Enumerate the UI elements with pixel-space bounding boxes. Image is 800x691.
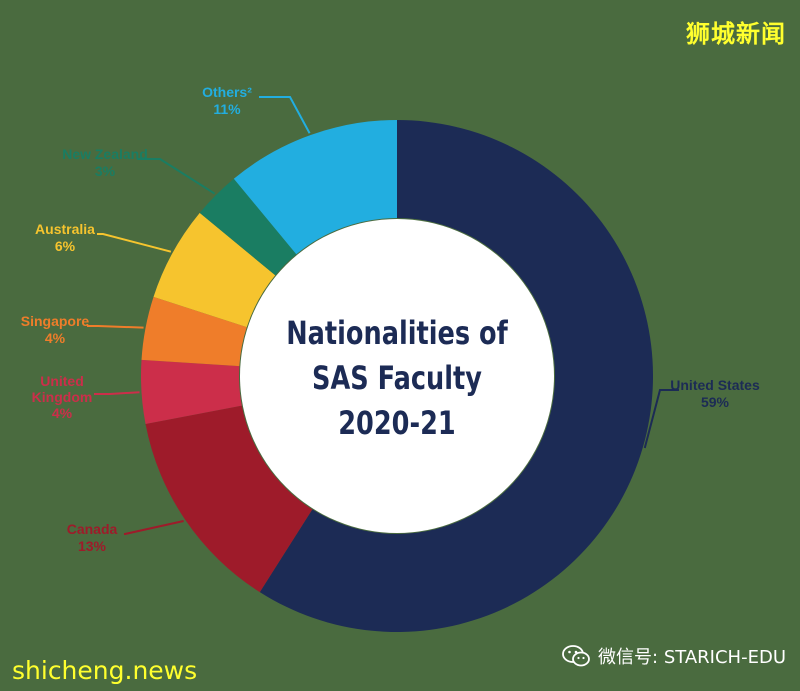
- slice-label-australia: Australia 6%: [35, 221, 95, 254]
- slice-others: [233, 120, 397, 255]
- chart-title: Nationalities of SAS Faculty 2020-21: [286, 314, 508, 442]
- slice-singapore: [141, 296, 247, 367]
- slice-label-others: Others² 11%: [202, 84, 252, 117]
- slice-united-states: [259, 120, 653, 632]
- slice-label-canada: Canada 13%: [67, 521, 118, 554]
- slice-canada: [145, 405, 313, 593]
- leader-line-canada: [124, 520, 184, 535]
- slice-value-united-kingdom: 4%: [52, 405, 73, 421]
- slice-value-canada: 13%: [78, 538, 107, 554]
- slice-value-united-states: 59%: [701, 394, 730, 410]
- slice-new-zealand: [199, 178, 297, 276]
- leader-line-australia: [97, 233, 172, 253]
- slice-united-kingdom: [140, 359, 242, 424]
- slice-value-new-zealand: 3%: [95, 163, 116, 179]
- leader-line-united-states: [643, 389, 679, 449]
- leader-line-singapore: [87, 325, 144, 329]
- brand-logo-text: 狮城新闻: [686, 20, 786, 48]
- leader-line-united-kingdom: [94, 391, 140, 395]
- slice-australia: [153, 212, 276, 328]
- slice-value-singapore: 4%: [45, 330, 66, 346]
- wechat-label: 微信号: STARICH-EDU: [598, 647, 786, 668]
- slice-label-new-zealand: New Zealand 3%: [62, 146, 148, 179]
- slice-value-others: 11%: [213, 101, 241, 117]
- wechat-account: 微信号: STARICH-EDU: [562, 643, 786, 669]
- leader-line-new-zealand: [137, 158, 216, 195]
- leader-line-others: [259, 96, 311, 134]
- slice-value-australia: 6%: [55, 238, 76, 254]
- slice-label-united-kingdom: United Kingdom 4%: [32, 373, 93, 421]
- donut-center: [240, 219, 554, 533]
- slice-label-united-states: United States 59%: [670, 377, 760, 410]
- wechat-icon: [562, 645, 590, 667]
- slice-label-singapore: Singapore 4%: [21, 313, 90, 346]
- watermark: shicheng.news: [12, 656, 198, 685]
